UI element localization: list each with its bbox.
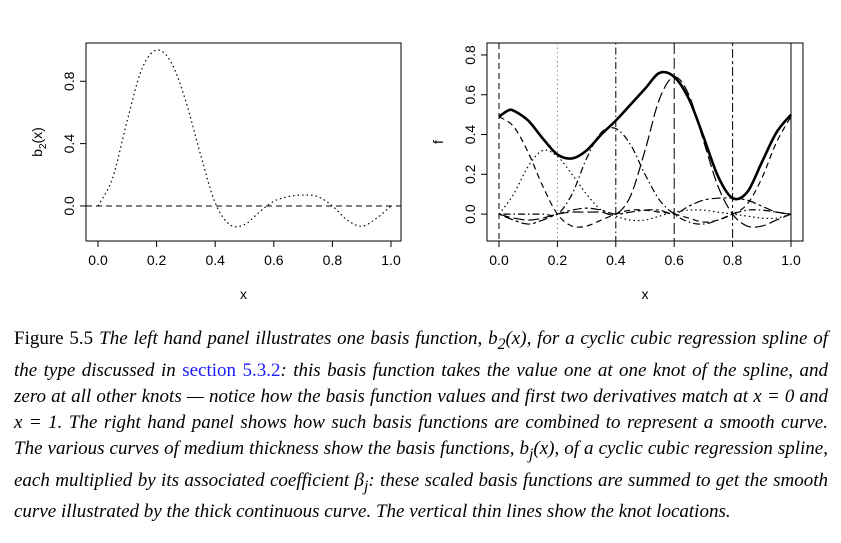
caption-math-x1: x = 1 <box>14 411 58 433</box>
left-panel: 0.0 0.2 0.4 0.6 0.8 1.0 0.0 0.4 0.8 x b2(x) <box>29 42 402 302</box>
right-y-tick-label: 0.6 <box>462 85 478 105</box>
left-series-line-1 <box>97 49 392 228</box>
left-x-tick-label: 1.0 <box>381 252 401 268</box>
caption-math-bj: bj(x) <box>519 437 555 463</box>
left-x-tick-label: 0.0 <box>88 252 108 268</box>
right-y-tick-label: 0.4 <box>462 125 478 145</box>
left-x-tick-label: 0.2 <box>147 252 167 268</box>
right-series-line-5 <box>498 197 792 225</box>
right-x-tick-label: 0.4 <box>606 252 626 268</box>
caption-math-beta: βj <box>354 469 369 495</box>
caption-beta-letter: β <box>354 469 364 491</box>
caption-text-4: and <box>794 385 828 407</box>
right-x-axis-label: x <box>642 286 649 302</box>
right-y-axis-label: f <box>430 140 446 144</box>
left-y-axis-label-arg: (x) <box>29 127 45 143</box>
caption-text-6: , of a cyclic cubic regression spline, e… <box>14 437 828 491</box>
right-series-line-3 <box>499 127 792 225</box>
left-x-tick-label: 0.4 <box>205 252 225 268</box>
left-x-tick-label: 0.6 <box>264 252 284 268</box>
left-y-tick-label: 0.4 <box>61 134 77 154</box>
right-y-tick-label: 0.2 <box>462 164 478 184</box>
caption-bj-sub: j <box>529 445 534 463</box>
right-x-tick-label: 0.8 <box>723 252 743 268</box>
left-y-tick-label: 0.8 <box>61 71 77 91</box>
right-y-tick-label: 0.8 <box>462 45 478 65</box>
right-plot-frame <box>486 42 804 242</box>
caption-math-x0: x = 0 <box>753 385 795 407</box>
right-x-tick-label: 0.2 <box>548 252 568 268</box>
right-y-tick-label: 0.0 <box>462 204 478 224</box>
figure-panels: 0.0 0.2 0.4 0.6 0.8 1.0 0.0 0.4 0.8 x b2(x) 0.0 0.2… <box>29 42 804 302</box>
caption-bj-arg: (x) <box>533 437 555 459</box>
left-x-tick-label: 0.8 <box>323 252 343 268</box>
right-x-tick-label: 0.0 <box>489 252 509 268</box>
caption-text-1: The left hand panel illustrates one basi… <box>99 328 489 349</box>
right-series-line-4 <box>498 76 792 228</box>
left-y-tick-label: 0.0 <box>61 196 77 216</box>
caption-text-2: , for a cyclic cubic regression spline o… <box>14 328 828 381</box>
right-series-line-6 <box>498 70 793 201</box>
section-link[interactable]: section 5.3.2 <box>182 359 281 381</box>
caption-b2-letter: b <box>488 328 498 349</box>
left-y-axis-label: b2(x) <box>29 127 49 157</box>
caption-b2-sub: 2 <box>497 335 506 353</box>
right-series-line-2 <box>498 149 792 222</box>
caption-text-3: : this basis function takes the value on… <box>14 359 828 407</box>
left-plot-frame <box>85 42 402 242</box>
caption-label: Figure 5.5 <box>14 328 94 349</box>
caption-math-b2: b2(x) <box>488 328 527 353</box>
caption-text-5: . The right hand panel shows how such ba… <box>14 411 828 459</box>
right-x-tick-label: 1.0 <box>781 252 801 268</box>
left-x-axis-label: x <box>240 286 247 302</box>
right-x-tick-label: 0.6 <box>664 252 684 268</box>
right-panel: 0.0 0.2 0.4 0.6 0.8 1.0 0.0 0.2 0.4 0.6 0.8 x f <box>430 42 804 302</box>
caption-bj-letter: b <box>519 437 530 459</box>
figure-caption: Figure 5.5 The left hand panel illustrate… <box>14 326 828 525</box>
left-y-axis-label-sub: 2 <box>38 143 49 149</box>
caption-beta-sub: j <box>364 477 369 495</box>
caption-b2-arg: (x) <box>505 328 527 349</box>
caption-text-7: : these scaled basis functions are summe… <box>14 469 829 523</box>
left-y-axis-label-b: b <box>29 149 45 157</box>
